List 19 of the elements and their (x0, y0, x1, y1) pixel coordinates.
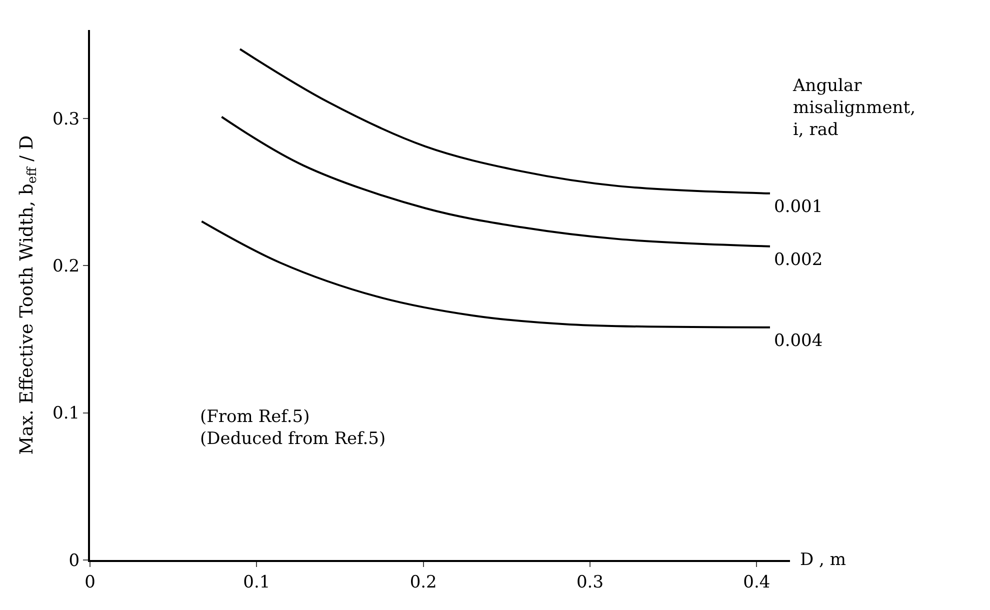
x-tick-label: 0.1 (243, 572, 270, 592)
line-series (239, 48, 771, 194)
series-label: 0.002 (774, 250, 823, 270)
y-tick-label: 0.3 (52, 109, 80, 130)
annotation: (From Ref.5) (200, 407, 310, 427)
line-series (200, 220, 771, 328)
series-label: 0.001 (774, 197, 823, 217)
x-tick-label: 0.2 (410, 572, 437, 592)
annotation: (Deduced from Ref.5) (200, 429, 386, 450)
x-tick-label: 0.3 (576, 572, 604, 592)
x-tick-label: 0.4 (743, 572, 770, 592)
y-tick-label: 0 (68, 550, 80, 571)
series-label: 0.004 (774, 331, 823, 351)
y-tick-label: 0.2 (52, 256, 80, 277)
legend-title: Angular misalignment, i, rad (792, 76, 916, 140)
x-tick-label: 0 (84, 572, 96, 592)
x-axis-title: D , m (800, 550, 846, 570)
line-series (220, 116, 771, 248)
y-tick-label: 0.1 (52, 404, 80, 424)
